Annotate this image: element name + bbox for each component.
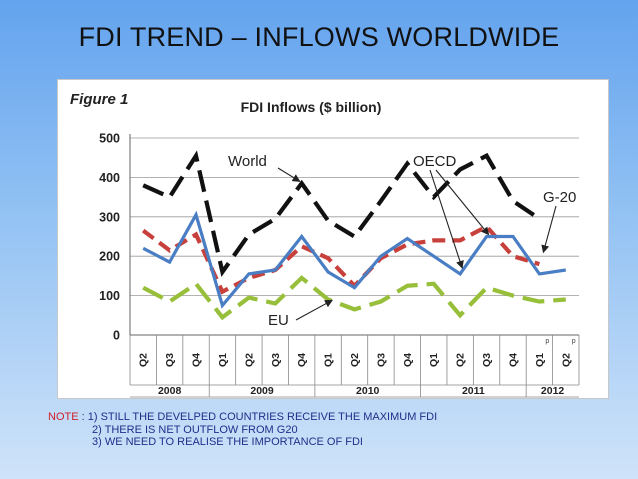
chart-panel: Figure 1 FDI Inflows ($ billion) 0 100 200… [57, 79, 609, 399]
x-tick-label: Q4 [507, 353, 519, 367]
note-line-3: 3) WE NEED TO REALISE THE IMPORTANCE OF … [92, 436, 363, 448]
x-tick-label: Q2 [138, 353, 150, 367]
x-tick-label: Q3 [481, 353, 493, 367]
annotation-eu: EU [268, 312, 289, 329]
note-text-1: : 1) STILL THE DEVELPED COUNTRIES RECEIV… [78, 411, 438, 423]
axes [129, 134, 579, 336]
x-tick-label: Q2 [455, 353, 467, 367]
annotation-world: World [228, 153, 267, 170]
year-label: 2012 [541, 385, 565, 397]
x-tick-label: Q3 [375, 353, 387, 367]
x-tick-label: Q4 [191, 353, 203, 367]
x-tick-label: Q1 [217, 353, 229, 367]
note-block: NOTE : 1) STILL THE DEVELPED COUNTRIES R… [48, 411, 628, 449]
projection-mark: p [545, 338, 549, 345]
y-tick-label: 400 [99, 171, 120, 185]
year-label: 2011 [462, 385, 485, 397]
year-label: 2008 [158, 385, 182, 397]
x-tick-label: Q3 [164, 353, 176, 367]
x-tick-label: Q1 [323, 353, 335, 367]
annotations: World OECD G-20 EU [228, 153, 576, 329]
x-tick-label: Q1 [534, 353, 546, 367]
note-line-2: 2) THERE IS NET OUTFLOW FROM G20 [92, 423, 298, 436]
y-tick-label: 500 [99, 132, 120, 146]
x-tick-label: Q3 [270, 353, 282, 367]
year-label: 2010 [356, 385, 380, 397]
annotation-g20: G-20 [543, 189, 576, 206]
y-tick-label: 0 [113, 329, 120, 343]
y-tick-label: 200 [99, 250, 120, 264]
x-axis-labels: Q2 Q3 Q4 Q1 Q2 Q3 Q4 Q1 Q2 Q3 Q4 Q1 Q2 Q3 Q4 Q1 p Q2 p 2008… [129, 335, 580, 398]
series-lines [141, 150, 567, 321]
arrow-oecd-2 [435, 169, 490, 236]
chart-title: FDI Inflows ($ billion) [241, 99, 382, 115]
arrow-g20 [541, 205, 557, 254]
arrow-eu [295, 299, 333, 321]
series-line-world [142, 150, 541, 278]
series-line-g-20 [142, 210, 567, 309]
note-label: NOTE [48, 411, 79, 423]
arrow-oecd-1 [429, 169, 464, 269]
note-line-1: NOTE : 1) STILL THE DEVELPED COUNTRIES R… [48, 411, 628, 424]
x-tick-label: Q2 [243, 353, 255, 367]
y-tick-label: 100 [99, 289, 120, 303]
arrow-world [277, 167, 301, 182]
series-line-oecd [141, 223, 541, 295]
slide-title: FDI TREND – INFLOWS WORLDWIDE [78, 22, 560, 52]
y-tick-label: 300 [99, 210, 120, 224]
projection-mark: p [572, 338, 576, 345]
figure-label: Figure 1 [70, 91, 128, 108]
y-axis-ticks: 0 100 200 300 400 500 [99, 132, 120, 343]
x-tick-label: Q2 [349, 353, 361, 367]
x-tick-label: Q4 [296, 353, 308, 367]
annotation-oecd: OECD [413, 153, 457, 170]
series-line-eu [142, 275, 566, 321]
x-tick-label: Q2 [560, 353, 572, 367]
x-tick-label: Q4 [402, 353, 414, 367]
year-label: 2009 [250, 385, 274, 397]
x-tick-label: Q1 [428, 353, 440, 367]
fdi-inflows-chart: Figure 1 FDI Inflows ($ billion) 0 100 200… [70, 91, 580, 398]
